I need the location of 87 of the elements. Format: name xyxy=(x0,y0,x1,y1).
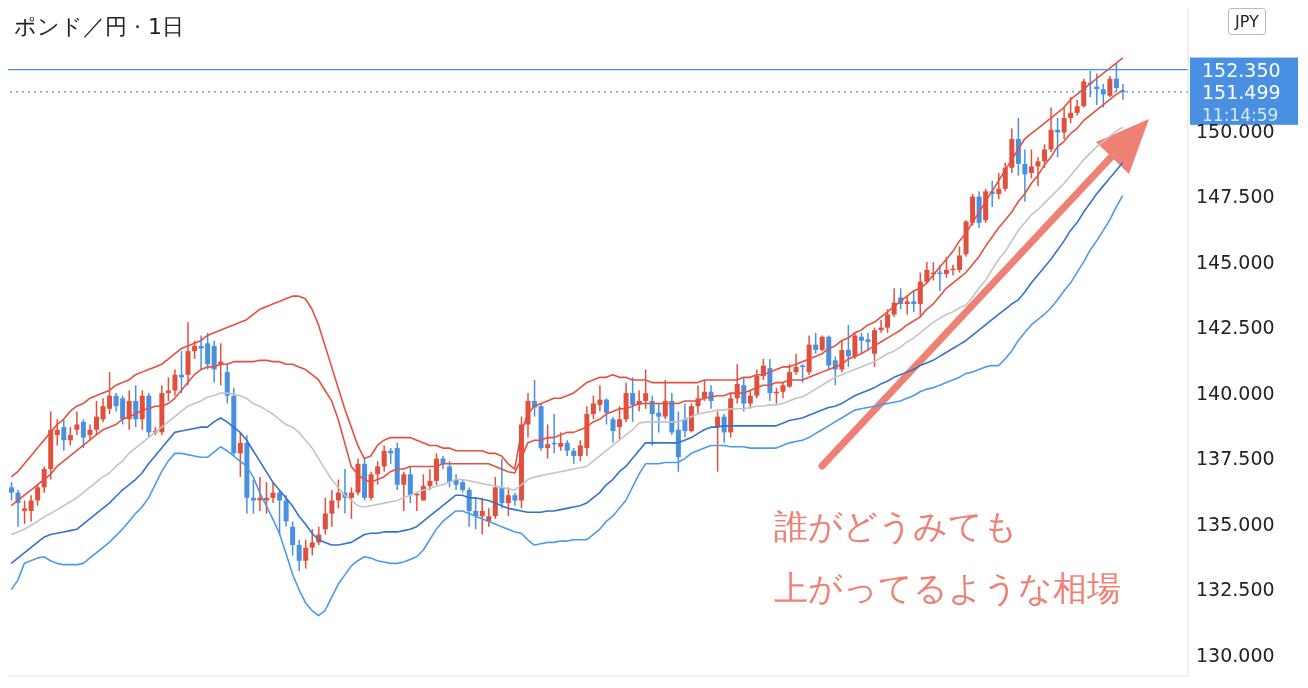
candlestick xyxy=(1048,106,1054,153)
candlestick xyxy=(67,426,73,447)
candlestick xyxy=(754,368,760,400)
y-axis-title: JPY xyxy=(1228,8,1266,35)
candlestick xyxy=(885,308,891,334)
chart-title: ポンド／円 · 1日 xyxy=(14,13,184,41)
candlestick xyxy=(571,447,577,465)
candlestick xyxy=(401,470,407,512)
y-tick-label: 130.000 xyxy=(1196,643,1275,666)
candlestick xyxy=(192,339,198,360)
candlestick xyxy=(54,418,60,447)
candlestick xyxy=(499,457,505,510)
candlestick xyxy=(224,363,230,405)
candlestick xyxy=(329,489,335,528)
candlestick xyxy=(1022,148,1028,203)
candlestick xyxy=(28,494,34,523)
candlestick xyxy=(270,481,276,504)
y-tick-label: 137.500 xyxy=(1196,447,1275,470)
candlestick xyxy=(447,460,453,489)
candlestick xyxy=(996,172,1002,200)
y-tick-label: 147.500 xyxy=(1196,185,1275,208)
annotation: 誰がどうみても xyxy=(774,505,1018,548)
candlestick xyxy=(872,326,878,368)
y-tick-label: 135.000 xyxy=(1196,512,1275,535)
candlestick xyxy=(617,405,623,441)
candlestick xyxy=(368,470,374,502)
candlestick xyxy=(211,339,217,384)
candlestick xyxy=(558,431,564,452)
y-tick-label: 142.500 xyxy=(1196,316,1275,339)
ref-line-label: 151.499 xyxy=(1202,80,1281,103)
candlestick xyxy=(852,332,858,360)
y-tick-label: 132.500 xyxy=(1196,578,1275,601)
candlestick xyxy=(793,353,799,376)
candlestick xyxy=(505,486,511,517)
ref-line-label: 152.350 xyxy=(1202,58,1281,81)
candlestick xyxy=(322,497,328,536)
candlestick xyxy=(237,431,243,478)
candlestick xyxy=(813,332,819,355)
candlestick xyxy=(911,290,917,313)
candlestick xyxy=(1042,143,1048,169)
candlestick xyxy=(375,460,381,486)
candlestick xyxy=(172,368,178,397)
candlestick xyxy=(1035,156,1041,187)
candlestick xyxy=(335,478,341,510)
candlestick xyxy=(407,465,413,504)
candlestick xyxy=(1028,148,1034,180)
line-series xyxy=(10,194,1124,617)
candlestick xyxy=(290,520,296,557)
candlestick xyxy=(741,376,747,413)
candlestick xyxy=(662,379,668,421)
candlestick xyxy=(610,415,616,444)
candlestick xyxy=(74,410,80,436)
candlestick xyxy=(904,295,910,316)
candlestick xyxy=(630,376,636,423)
candlestick xyxy=(9,481,14,502)
candlestick xyxy=(283,494,289,528)
candlestick xyxy=(643,368,649,410)
candlestick xyxy=(139,389,145,431)
text: 11:14:59 xyxy=(1202,104,1279,125)
candlestick xyxy=(845,324,851,368)
candlestick xyxy=(545,423,551,460)
candlestick xyxy=(381,444,387,473)
candlestick xyxy=(1068,96,1074,125)
y-tick-label: 145.000 xyxy=(1196,250,1275,273)
candlestick xyxy=(165,376,171,402)
candlestick xyxy=(603,397,609,426)
candlestick xyxy=(957,245,963,274)
candlestick xyxy=(747,389,753,410)
candlestick xyxy=(839,339,845,373)
candlestick xyxy=(1002,161,1008,193)
candlestick xyxy=(296,539,302,572)
candlestick xyxy=(80,418,86,449)
candlestick xyxy=(303,539,309,570)
candlestick xyxy=(466,486,472,528)
annotation: 上がってるような相場 xyxy=(774,567,1121,610)
candlestick xyxy=(943,256,949,279)
candlestick xyxy=(61,418,67,452)
candlestick xyxy=(427,468,433,491)
candlestick xyxy=(309,528,315,557)
candlestick xyxy=(433,452,439,486)
candlestick xyxy=(93,400,99,436)
candlestick xyxy=(185,321,191,386)
y-tick-label: 140.000 xyxy=(1196,381,1275,404)
candlestick xyxy=(22,499,28,525)
candlestick xyxy=(479,497,485,536)
candlestick xyxy=(1061,106,1067,140)
candlestick xyxy=(348,486,354,520)
